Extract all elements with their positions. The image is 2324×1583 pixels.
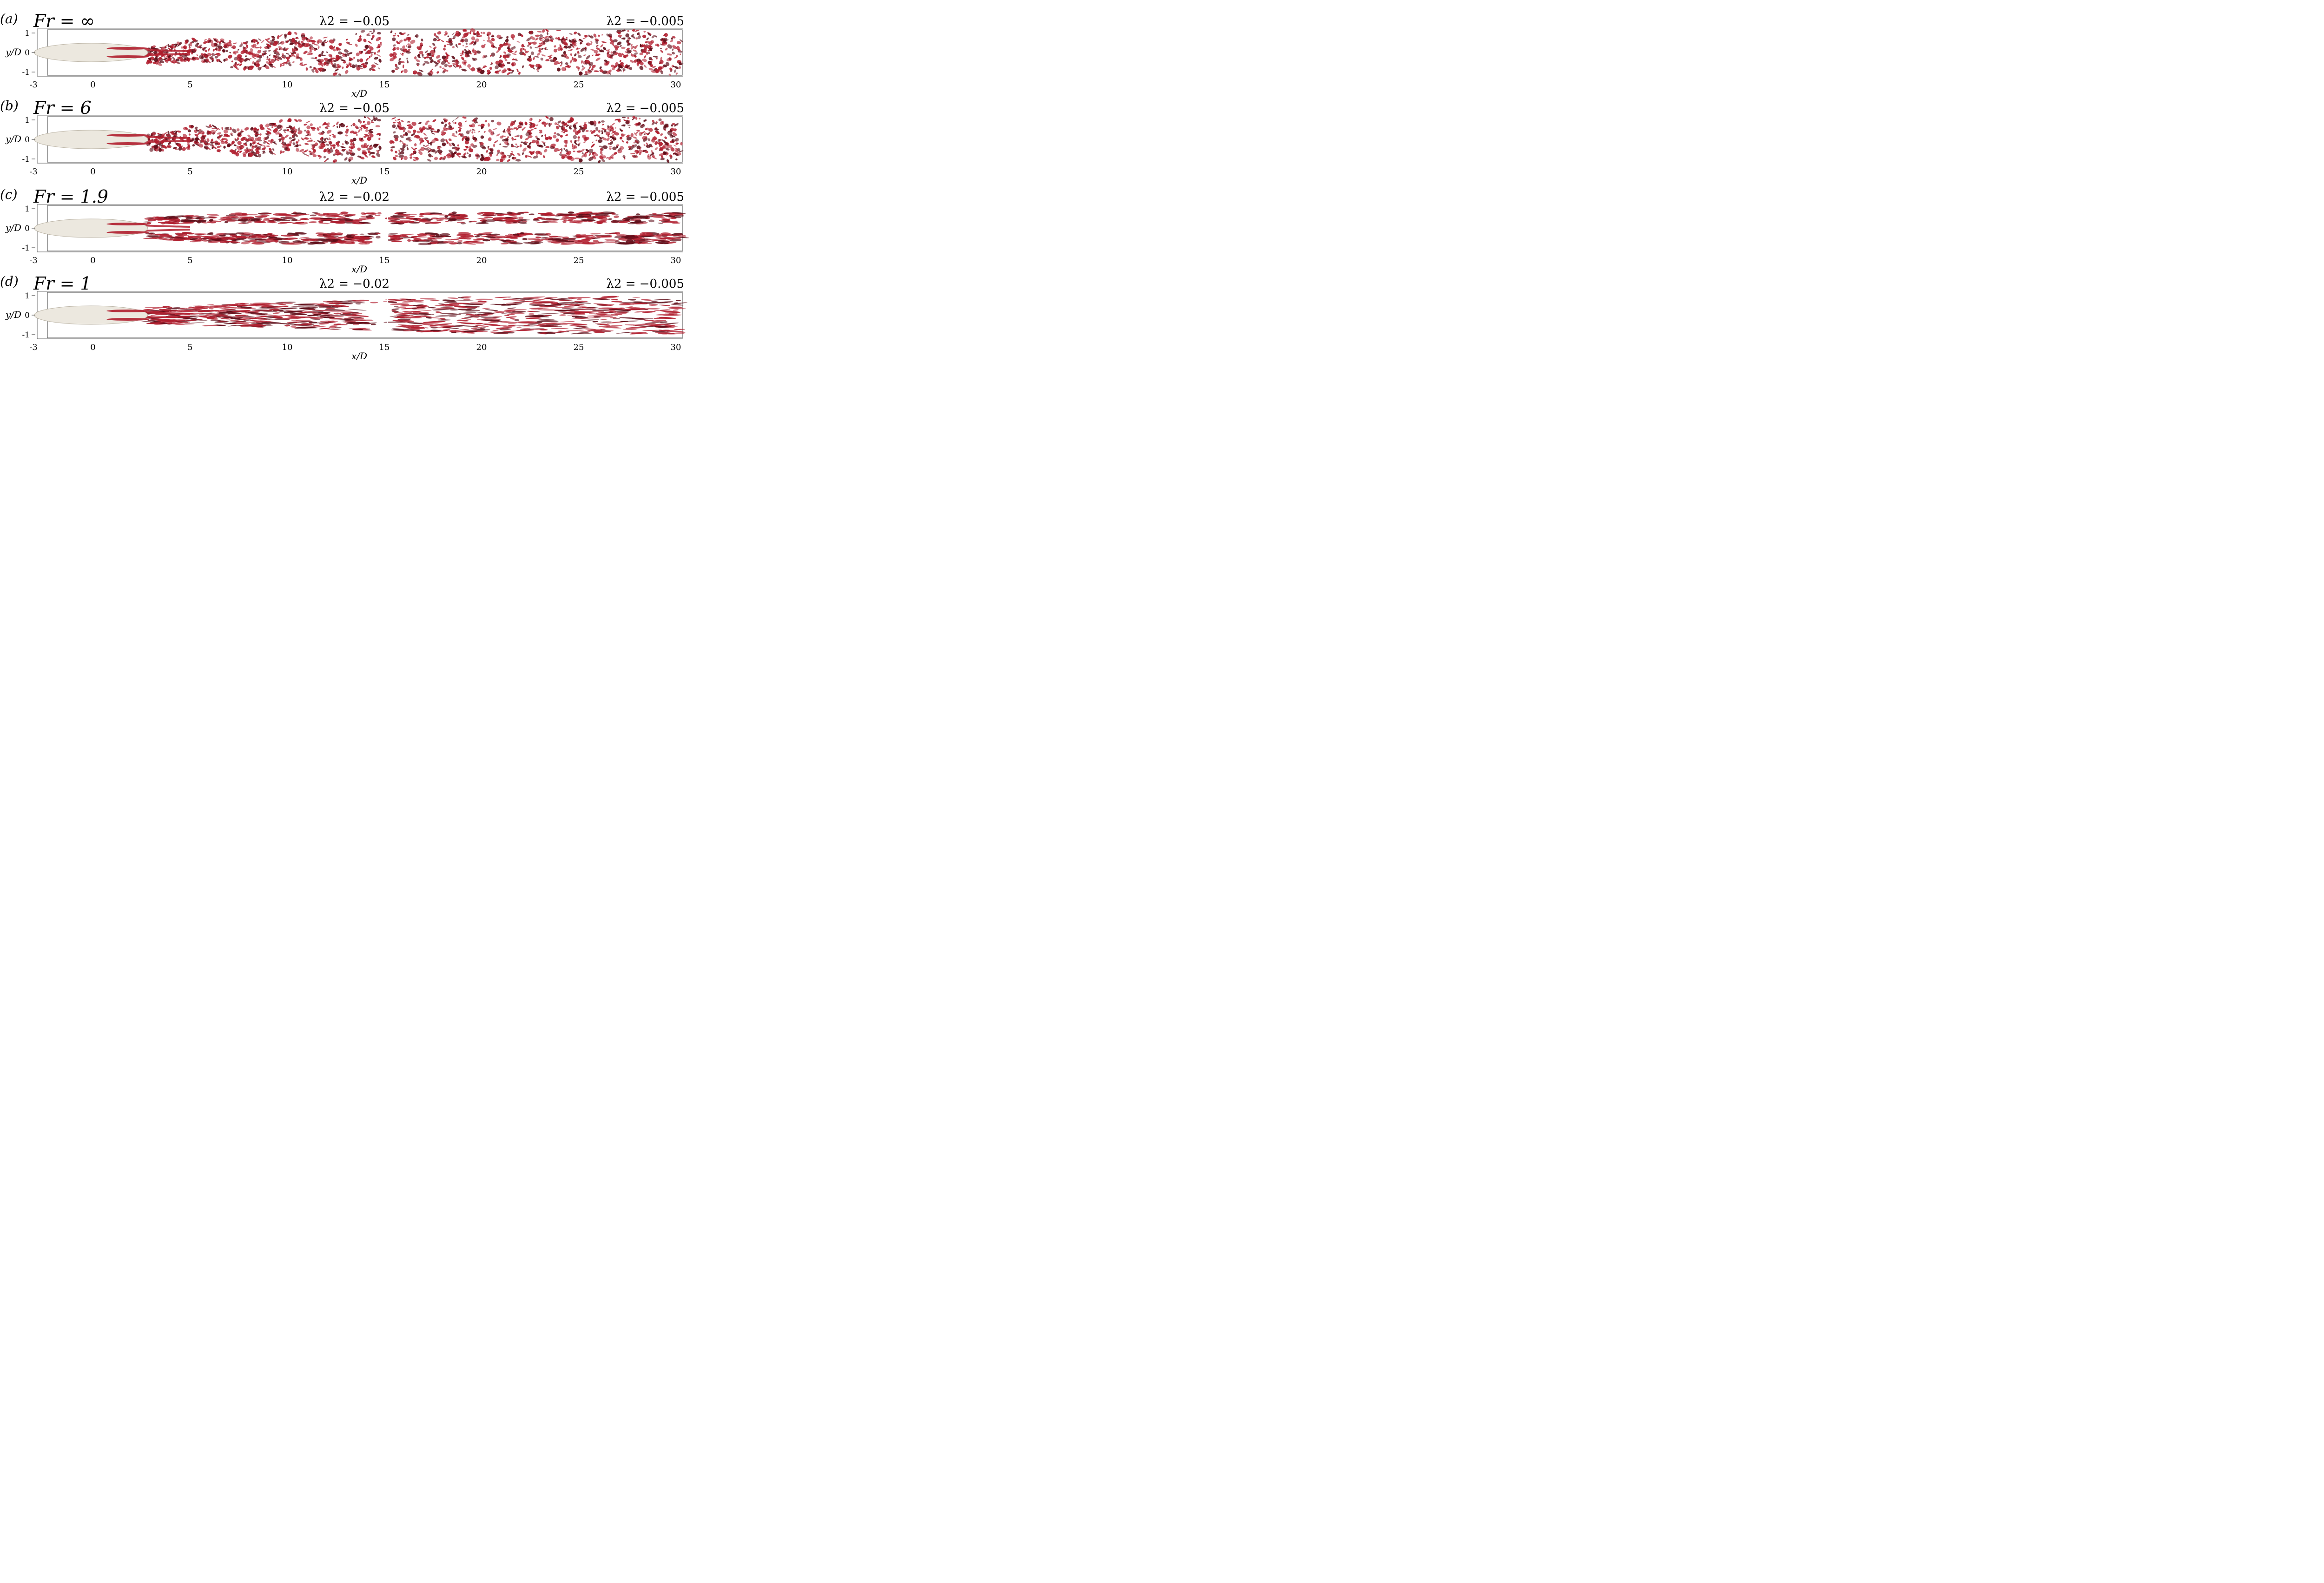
y-axis-label: y/D: [5, 133, 21, 145]
y-tick-label: 0: [25, 224, 30, 233]
lambda-right-label: λ2 = −0.005: [606, 277, 684, 291]
y-tick-label: -1: [22, 244, 30, 253]
x-tick-label: 25: [574, 343, 584, 352]
body-vortex-top: [106, 134, 150, 137]
spheroid-body: [34, 218, 148, 238]
y-axis-label: y/D: [5, 309, 21, 320]
panel-letter: (b): [0, 98, 19, 113]
x-tick-label: 15: [379, 167, 390, 177]
lambda-right-label: λ2 = −0.005: [606, 14, 684, 28]
x-tick-label: 30: [671, 343, 681, 352]
spheroid-body: [34, 305, 148, 325]
x-axis-label: x/D: [351, 175, 367, 186]
y-axis-label: y/D: [5, 222, 21, 233]
panel-letter: (a): [0, 11, 18, 26]
x-tick-label: 10: [282, 343, 293, 352]
lambda-left-label: λ2 = −0.02: [319, 277, 390, 291]
x-tick-label: 20: [476, 256, 487, 265]
body-vortex-top: [106, 223, 150, 225]
y-tick-label: -1: [22, 68, 30, 77]
x-tick-label: 10: [282, 80, 293, 90]
spheroid-body: [34, 130, 148, 149]
x-tick-label: -3: [29, 167, 38, 177]
x-tick-label: 0: [90, 343, 95, 352]
x-axis-label: x/D: [351, 88, 367, 99]
y-tick-label: 0: [25, 135, 30, 145]
body-vortex-bottom: [106, 55, 150, 58]
froude-label: Fr = ∞: [33, 11, 95, 31]
x-tick-label: 5: [187, 343, 192, 352]
froude-label: Fr = 1.9: [33, 186, 108, 207]
panel-letter: (c): [0, 187, 18, 202]
body-vortex-bottom: [106, 231, 150, 234]
y-tick-label: 1: [25, 291, 30, 301]
y-axis-label: y/D: [5, 46, 21, 58]
x-tick-label: 0: [90, 167, 95, 177]
x-tick-label: 15: [379, 343, 390, 352]
vortex-structures: [102, 296, 688, 335]
x-tick-label: 10: [282, 167, 293, 177]
lambda-left-label: λ2 = −0.05: [319, 101, 390, 115]
y-tick-label: -1: [22, 155, 30, 164]
x-tick-label: 25: [574, 80, 584, 90]
x-tick-label: 30: [671, 256, 681, 265]
x-tick-label: 25: [574, 256, 584, 265]
x-tick-label: 30: [671, 167, 681, 177]
y-tick-label: 0: [25, 311, 30, 320]
y-tick-label: 1: [25, 116, 30, 125]
lambda-right-label: λ2 = −0.005: [606, 101, 684, 115]
froude-label: Fr = 6: [33, 98, 92, 118]
x-tick-label: 0: [90, 80, 95, 90]
x-tick-label: 15: [379, 80, 390, 90]
froude-label: Fr = 1: [33, 273, 92, 294]
vortex-structures: [102, 115, 684, 164]
x-tick-label: 20: [476, 167, 487, 177]
body-vortex-bottom: [106, 142, 150, 145]
x-tick-label: 30: [671, 80, 681, 90]
x-tick-label: -3: [29, 343, 38, 352]
body-vortex-top: [106, 47, 150, 50]
x-tick-label: -3: [29, 80, 38, 90]
x-tick-label: 20: [476, 343, 487, 352]
x-axis-label: x/D: [351, 350, 367, 362]
x-tick-label: 5: [187, 80, 192, 90]
x-tick-label: 0: [90, 256, 95, 265]
panel-c: (c) Fr = 1.9 λ2 = −0.02 λ2 = −0.00510-1y/D-…: [0, 186, 689, 275]
vortex-structures: [102, 211, 689, 245]
x-tick-label: 20: [476, 80, 487, 90]
x-tick-label: 25: [574, 167, 584, 177]
body-vortex-top: [106, 310, 150, 312]
y-tick-label: 1: [25, 204, 30, 214]
x-tick-label: 5: [187, 167, 192, 177]
lambda-left-label: λ2 = −0.02: [319, 190, 390, 204]
y-tick-label: 1: [25, 29, 30, 38]
body-vortex-bottom: [106, 318, 150, 321]
x-tick-label: -3: [29, 256, 38, 265]
lambda-right-label: λ2 = −0.005: [606, 190, 684, 204]
spheroid-body: [34, 43, 148, 62]
x-tick-label: 15: [379, 256, 390, 265]
x-tick-label: 10: [282, 256, 293, 265]
y-tick-label: -1: [22, 330, 30, 340]
y-tick-label: 0: [25, 48, 30, 58]
panel-letter: (d): [0, 274, 19, 289]
vortex-structures: [102, 28, 684, 77]
x-axis-label: x/D: [351, 264, 367, 275]
x-tick-label: 5: [187, 256, 192, 265]
lambda-left-label: λ2 = −0.05: [319, 14, 390, 28]
